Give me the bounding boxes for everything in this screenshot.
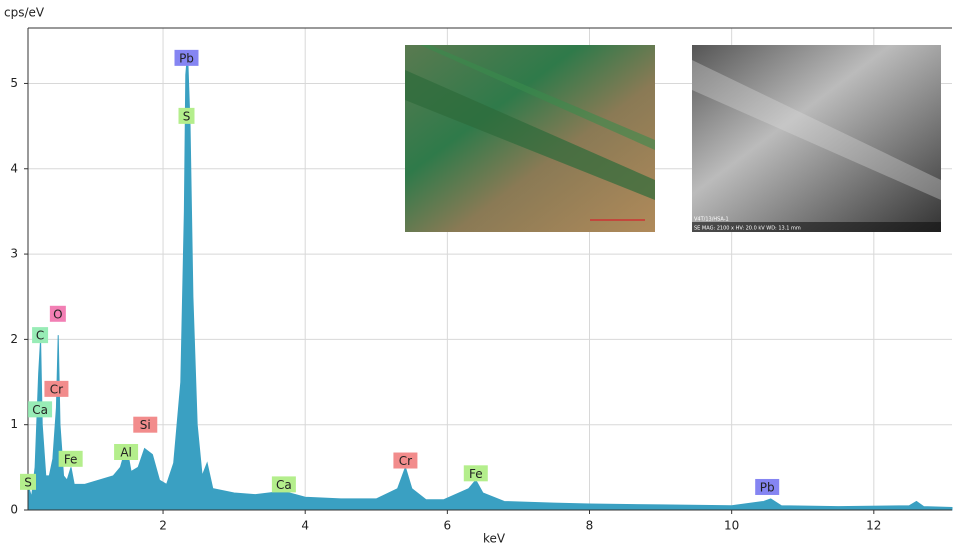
peak-label-text: S: [24, 475, 32, 489]
y-tick-label: 2: [10, 332, 18, 346]
y-tick-label: 3: [10, 247, 18, 261]
peak-label-text: Fe: [64, 452, 78, 466]
x-tick-label: 6: [444, 519, 452, 533]
peak-label-box: [755, 478, 780, 495]
peak-label: O: [49, 305, 66, 322]
peak-label-text: Cr: [50, 382, 63, 396]
peak-label: Ca: [28, 401, 53, 418]
y-tick-label: 1: [10, 417, 18, 431]
peak-label-text: S: [183, 109, 191, 123]
peak-label-text: Ca: [276, 478, 292, 492]
peak-label-box: [20, 473, 36, 490]
peak-label: S: [20, 473, 36, 490]
peak-label-text: Fe: [469, 467, 483, 481]
y-axis-label: cps/eV: [4, 6, 45, 20]
peak-label: Si: [133, 416, 158, 433]
inset-texture: [405, 70, 655, 200]
peak-label: Pb: [755, 478, 780, 495]
marks: [27, 53, 953, 511]
peak-label-box: [114, 443, 139, 460]
peak-label-text: Al: [120, 445, 132, 459]
y-tick-label: 5: [10, 76, 18, 90]
y-tick-label: 0: [10, 503, 18, 517]
peak-label-box: [49, 305, 66, 322]
peak-label-box: [44, 380, 69, 397]
peak-label: Cr: [393, 452, 418, 469]
peak-label-text: C: [36, 329, 44, 343]
peak-label-text: Pb: [760, 480, 775, 494]
peak-label: Al: [114, 443, 139, 460]
peak-label-text: Cr: [399, 454, 412, 468]
inset-image: [692, 45, 941, 232]
peak-label-text: Pb: [179, 51, 194, 65]
peak-label: S: [178, 107, 195, 124]
inset-sem: V4T/13/HSA-1 SE MAG: 2100 x HV: 20.0 kV …: [692, 45, 941, 232]
x-axis-label: keV: [483, 532, 506, 546]
spectrum-area: [27, 53, 953, 511]
peak-label-box: [174, 49, 199, 66]
x-tick-label: 10: [724, 519, 739, 533]
peak-label-text: Ca: [32, 403, 48, 417]
inset-texture: [420, 45, 655, 150]
peak-label: C: [32, 327, 49, 344]
peak-label: Fe: [463, 465, 488, 482]
peak-label-box: [133, 416, 158, 433]
peak-label-box: [271, 476, 296, 493]
peak-label: Fe: [58, 450, 83, 467]
inset-info-bar: [692, 222, 941, 232]
x-tick-label: 8: [586, 519, 594, 533]
inset-label: V4T/13/HSA-1: [694, 217, 729, 223]
peak-label-box: [463, 465, 488, 482]
peak-label-box: [178, 107, 195, 124]
x-tick-label: 2: [159, 519, 167, 533]
peak-label-box: [393, 452, 418, 469]
peak-label-box: [58, 450, 83, 467]
x-tick-label: 12: [866, 519, 881, 533]
peak-label: Pb: [174, 49, 199, 66]
peak-label-box: [28, 401, 53, 418]
y-tick-label: 4: [10, 161, 18, 175]
inset-label: SE MAG: 2100 x HV: 20.0 kV WD: 13.1 mm: [694, 226, 801, 232]
peak-label-box: [32, 327, 49, 344]
peak-label: Ca: [271, 476, 296, 493]
peak-label: Cr: [44, 380, 69, 397]
inset-optical: [405, 45, 655, 232]
x-tick-label: 4: [301, 519, 309, 533]
peak-label-text: O: [53, 307, 62, 321]
peak-label-text: Si: [140, 418, 151, 432]
inset-texture: [692, 60, 941, 200]
